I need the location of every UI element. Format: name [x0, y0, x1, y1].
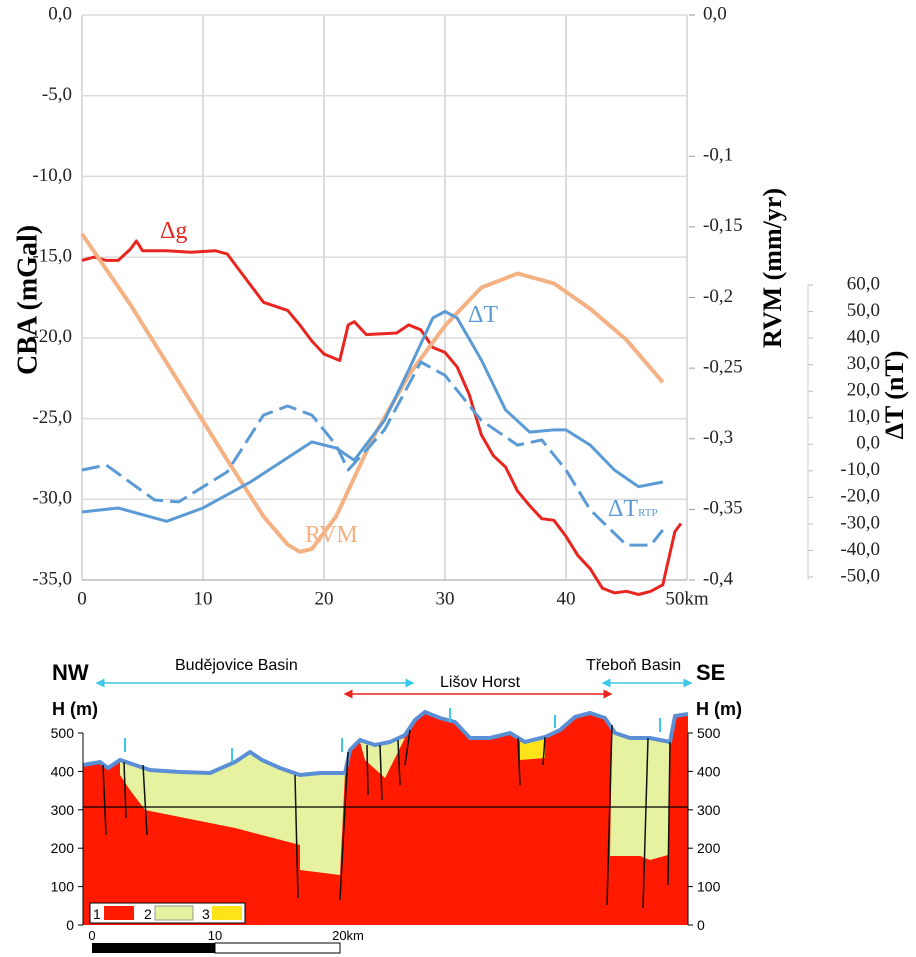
y-tick-label: -25,0: [32, 407, 72, 428]
scale-label: 10: [208, 928, 222, 943]
y-tick-label: 400: [51, 763, 75, 779]
y-tick-label: 400: [697, 763, 721, 779]
h-label: H (m): [52, 699, 98, 719]
y3-tick-label: -50,0: [840, 565, 880, 586]
y2-tick-label: -0,15: [703, 215, 743, 236]
region-label: Budějovice Basin: [175, 657, 298, 674]
y2-tick-label: -0,3: [703, 427, 733, 448]
y-tick-label: 200: [51, 840, 75, 856]
line: [82, 241, 681, 595]
y-tick-label: 0: [66, 917, 74, 933]
y-axis-label: CBA (mGal): [12, 225, 43, 375]
y-tick-label: -30,0: [32, 488, 72, 509]
series-label: Δg: [160, 218, 187, 244]
y3-tick-label: 10,0: [847, 406, 880, 427]
region-arrows: [100, 683, 688, 694]
y-tick-label: 0: [697, 917, 705, 933]
y2-tick-label: 0,0: [703, 3, 727, 24]
y3-tick-label: -20,0: [840, 486, 880, 507]
y3-tick-label: -10,0: [840, 459, 880, 480]
series-label: RVM: [305, 522, 358, 548]
legend-swatch: [155, 906, 193, 920]
region-label: Třeboň Basin: [586, 657, 681, 674]
y-tick-label: 100: [697, 879, 721, 895]
y3-tick-label: -40,0: [840, 539, 880, 560]
figure: 01020304050km0,0-5,0-10,0-15,0-20,0-25,0…: [0, 0, 916, 957]
legend-label: 1: [93, 906, 101, 922]
x-tick-label: 0: [77, 588, 87, 609]
line: [82, 234, 663, 552]
y-tick-label: 200: [697, 840, 721, 856]
y3-tick-label: 40,0: [847, 326, 880, 347]
y2-tick-label: -0,4: [703, 568, 734, 589]
x-tick-label: 50km: [665, 588, 709, 609]
y-tick-label: 500: [51, 725, 75, 741]
y-tick-label: 500: [697, 725, 721, 741]
y2-tick-label: -0,1: [703, 145, 733, 166]
y2-tick-label: -0,25: [703, 356, 743, 377]
scale-bar: [92, 943, 215, 953]
line: [82, 312, 663, 522]
x-tick-label: 40: [557, 588, 576, 609]
h-label: H (m): [696, 699, 742, 719]
direction-label: NW: [52, 660, 89, 685]
scale-label: 0: [88, 928, 95, 943]
y3-tick-label: 60,0: [847, 273, 880, 294]
legend-label: 2: [144, 906, 152, 922]
y-tick-label: -10,0: [32, 165, 72, 186]
x-tick-label: 30: [436, 588, 455, 609]
y-tick-label: 300: [697, 802, 721, 818]
sediment: [610, 733, 670, 860]
scale-label: 20km: [332, 928, 364, 943]
y3-tick-label: 30,0: [847, 353, 880, 374]
series-label-sub: RTP: [638, 507, 658, 519]
y-tick-label: 300: [51, 802, 75, 818]
y3-tick-label: -30,0: [840, 512, 880, 533]
legend-swatch: [104, 906, 134, 920]
series-label: ΔT: [468, 302, 498, 328]
y3-tick-label: 50,0: [847, 300, 880, 321]
y-tick-label: 100: [51, 879, 75, 895]
x-tick-label: 20: [315, 588, 334, 609]
y2-tick-label: -0,2: [703, 286, 733, 307]
y2-axis-label: RVM (mm/yr): [758, 188, 787, 348]
y-tick-label: -35,0: [32, 568, 72, 589]
region-label: Lišov Horst: [440, 674, 521, 691]
legend-label: 3: [202, 906, 210, 922]
y3-tick-label: 0,0: [856, 433, 880, 454]
legend-swatch: [212, 906, 242, 920]
direction-label: SE: [696, 660, 725, 685]
line: [82, 362, 663, 545]
cross-section: Budějovice Basin Lišov Horst Třeboň Basi…: [51, 657, 742, 953]
y-tick-label: 0,0: [48, 3, 72, 24]
y-tick-label: -5,0: [42, 84, 72, 105]
y2-tick-label: -0,35: [703, 498, 743, 519]
scale-bar: [215, 943, 340, 953]
x-tick-label: 10: [194, 588, 213, 609]
y3-axis-label: ΔT (nT): [880, 351, 909, 440]
y3-tick-label: 20,0: [847, 380, 880, 401]
